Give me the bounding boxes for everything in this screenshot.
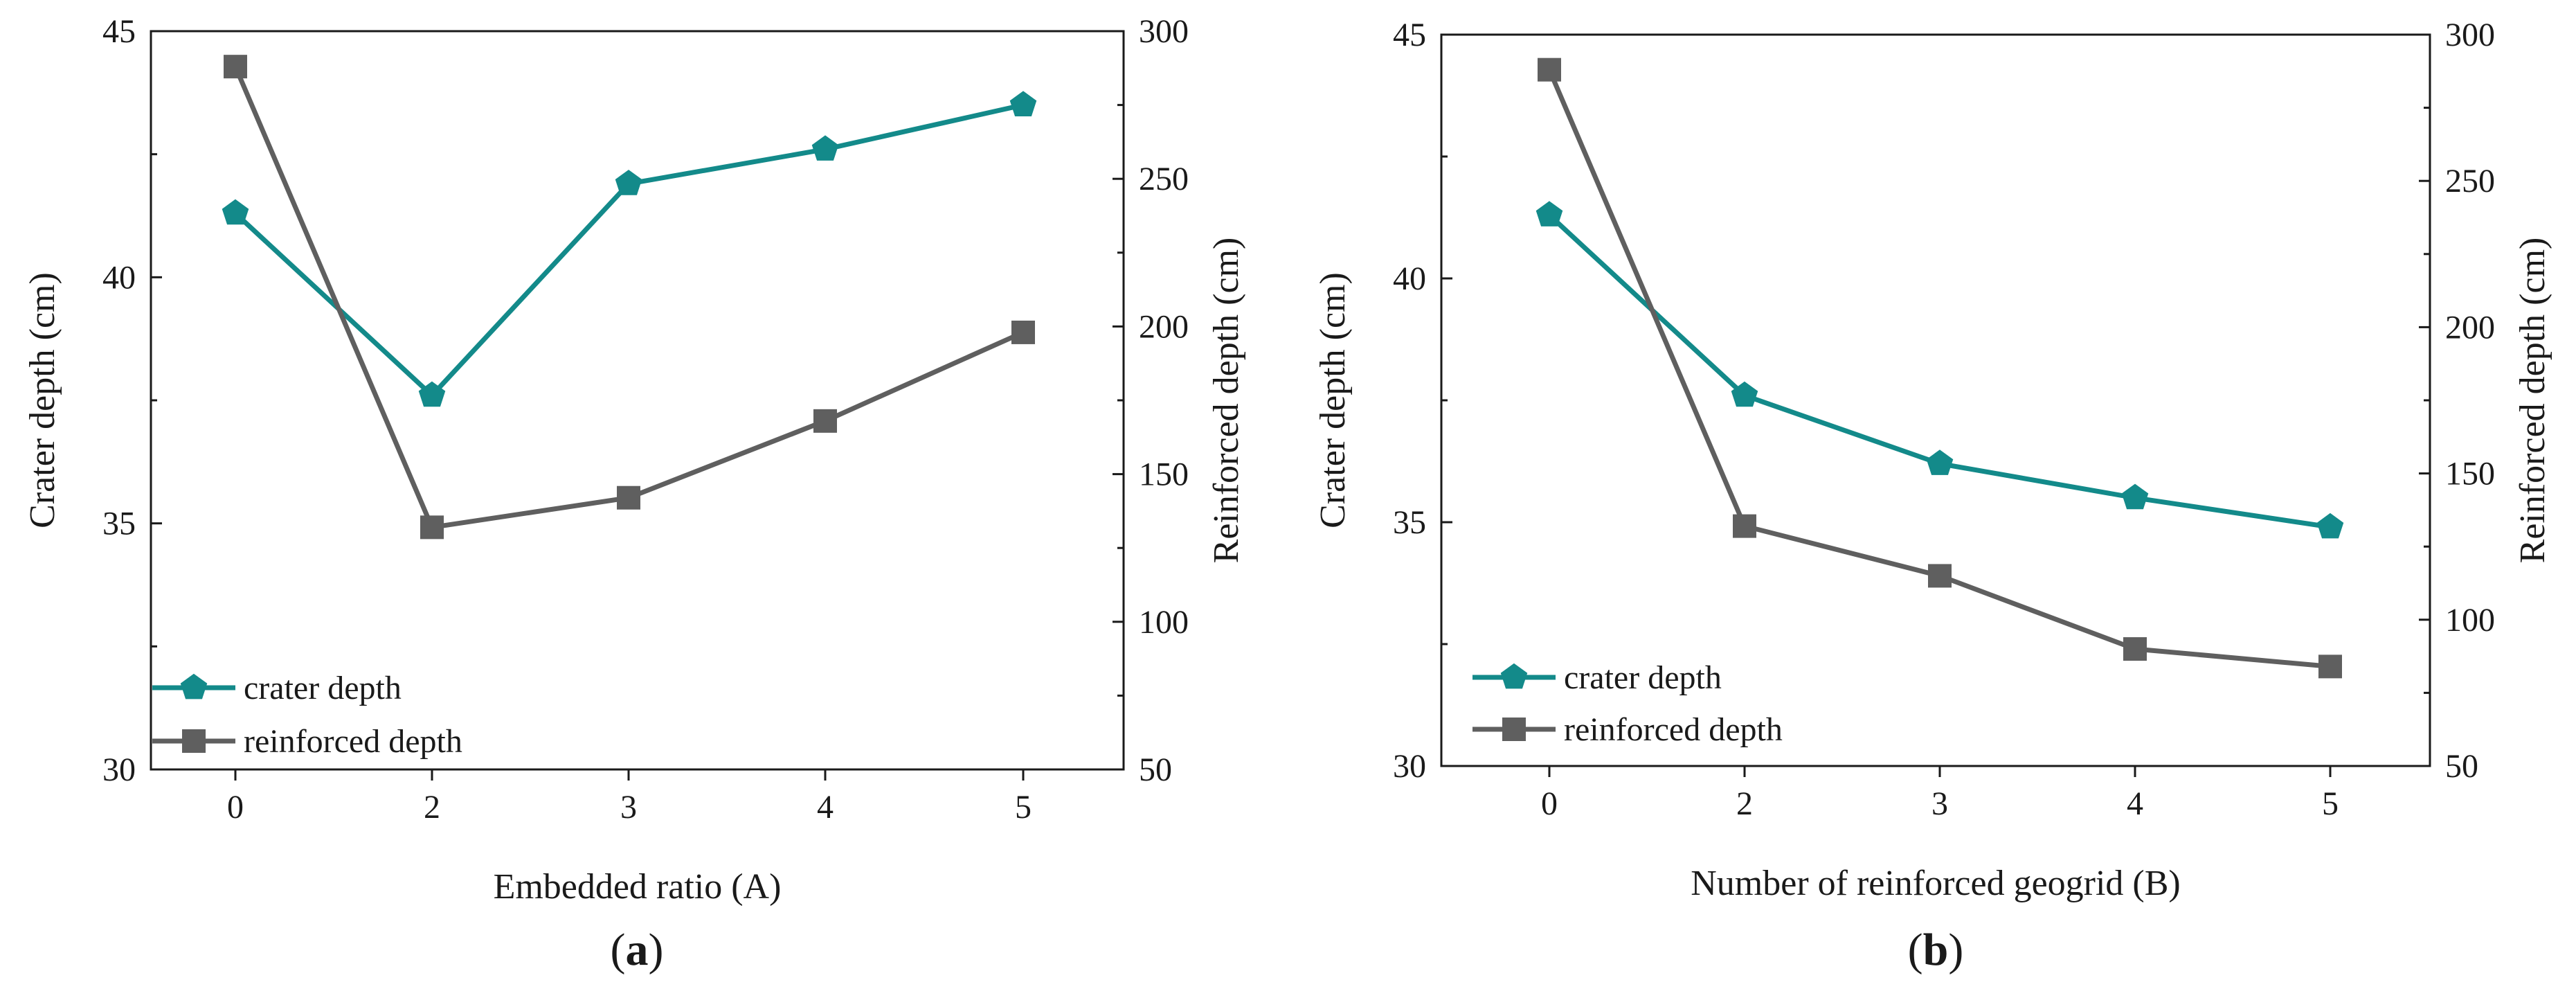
data-point-crater-depth	[811, 135, 839, 161]
x-tick-label: 5	[1015, 789, 1032, 826]
y-left-tick-label: 35	[102, 506, 136, 542]
data-point-reinforced-depth	[1928, 564, 1952, 588]
data-point-crater-depth	[1731, 381, 1758, 407]
x-tick-label: 3	[1931, 785, 1948, 822]
y-left-tick-label: 40	[102, 259, 136, 296]
y-right-tick-label: 300	[1139, 13, 1189, 50]
panel-label-letter: a	[626, 925, 649, 975]
y-right-axis-title: Reinforced depth (cm)	[2513, 238, 2552, 564]
x-tick-label: 2	[424, 789, 440, 826]
panel-label: (b)	[1908, 925, 1964, 975]
x-tick-label: 4	[2127, 785, 2143, 822]
legend-marker-reinforced-depth	[1502, 718, 1526, 741]
panel-label: (a)	[611, 925, 664, 975]
legend-label: crater depth	[244, 670, 402, 706]
panel-label-close: )	[1948, 925, 1963, 975]
data-point-reinforced-depth	[813, 409, 837, 433]
data-point-crater-depth	[2121, 483, 2149, 510]
x-tick-label: 3	[620, 789, 637, 826]
x-tick-label: 5	[2322, 785, 2339, 822]
y-left-tick-label: 45	[102, 13, 136, 50]
panel-label-open: (	[611, 925, 626, 975]
y-left-tick-label: 45	[1393, 17, 1426, 53]
y-left-tick-label: 30	[1393, 748, 1426, 785]
data-point-crater-depth	[222, 199, 249, 225]
legend-marker-crater-depth	[1500, 663, 1528, 689]
y-right-tick-label: 50	[1139, 751, 1172, 788]
x-axis-title: Number of reinforced geogrid (B)	[1691, 864, 2181, 903]
plot-frame	[150, 30, 1125, 771]
legend-marker-reinforced-depth	[182, 729, 206, 753]
plot-frame	[1440, 33, 2431, 767]
series-line-crater-depth	[233, 103, 1024, 398]
y-right-tick-label: 300	[2445, 17, 2495, 53]
legend-label: reinforced depth	[1564, 711, 1783, 748]
series-line-crater-depth	[1547, 213, 2331, 530]
data-point-reinforced-depth	[2318, 654, 2342, 679]
y-right-tick-label: 150	[2445, 456, 2495, 492]
data-point-crater-depth	[2316, 513, 2344, 539]
y-right-tick-label: 200	[2445, 309, 2495, 346]
y-left-axis-title: Crater depth (cm)	[23, 272, 62, 528]
legend-label: reinforced depth	[244, 723, 462, 760]
panel-label-open: (	[1908, 925, 1923, 975]
legend-marker-crater-depth	[180, 673, 208, 700]
y-left-tick-label: 35	[1393, 504, 1426, 541]
y-right-tick-label: 200	[1139, 308, 1189, 345]
y-right-axis-title: Reinforced depth (cm)	[1207, 238, 1246, 564]
data-point-crater-depth	[615, 170, 642, 195]
data-point-reinforced-depth	[1011, 320, 1035, 344]
data-point-reinforced-depth	[420, 515, 444, 540]
data-point-crater-depth	[1009, 91, 1037, 116]
panel-label-letter: b	[1923, 925, 1949, 975]
x-axis-title: Embedded ratio (A)	[494, 867, 782, 907]
data-point-reinforced-depth	[617, 485, 640, 510]
data-point-crater-depth	[1926, 449, 1954, 475]
y-right-tick-label: 100	[2445, 602, 2495, 639]
y-right-tick-label: 150	[1139, 456, 1189, 493]
y-left-tick-label: 40	[1393, 260, 1426, 297]
legend-label: crater depth	[1564, 659, 1722, 696]
data-point-reinforced-depth	[1538, 57, 1561, 82]
panel-label-close: )	[649, 925, 664, 975]
data-point-reinforced-depth	[1733, 514, 1756, 538]
data-point-reinforced-depth	[224, 55, 247, 79]
y-left-tick-label: 30	[102, 751, 136, 788]
data-point-crater-depth	[418, 381, 446, 407]
x-tick-label: 2	[1736, 785, 1753, 822]
x-tick-label: 4	[817, 789, 834, 826]
y-right-tick-label: 50	[2445, 748, 2478, 785]
y-left-axis-title: Crater depth (cm)	[1313, 272, 1353, 528]
data-point-crater-depth	[1535, 201, 1563, 226]
series-line-reinforced-depth	[233, 65, 1025, 530]
y-right-tick-label: 250	[1139, 161, 1189, 197]
x-tick-label: 0	[1541, 785, 1558, 822]
data-point-reinforced-depth	[2123, 637, 2147, 661]
x-tick-label: 0	[227, 789, 244, 826]
y-right-tick-label: 250	[2445, 163, 2495, 199]
y-right-tick-label: 100	[1139, 604, 1189, 641]
